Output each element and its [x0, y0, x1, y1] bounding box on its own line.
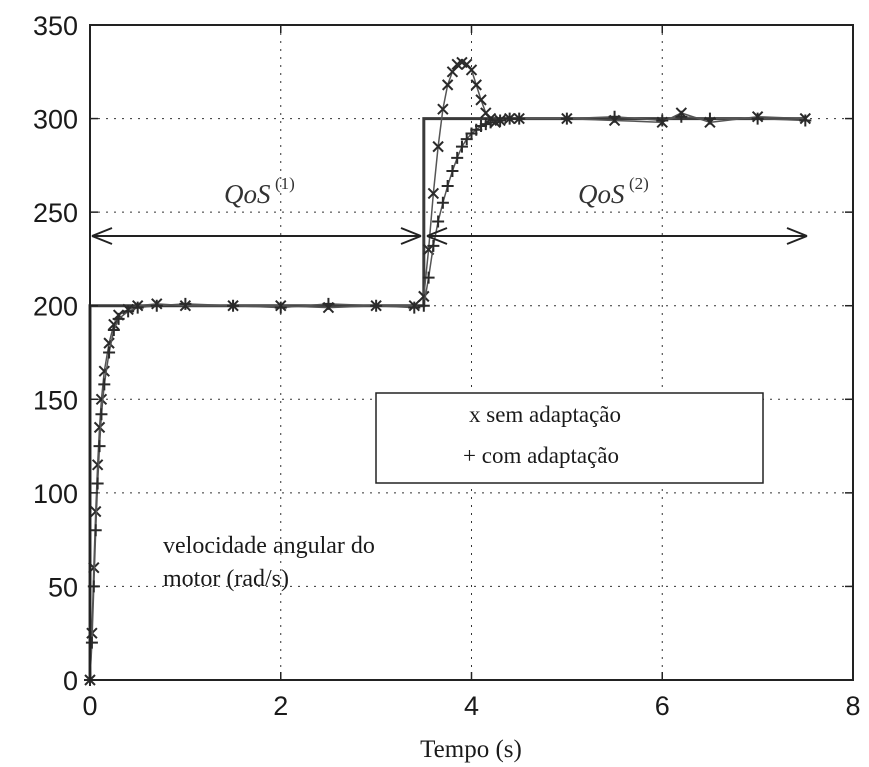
- series-1-point: [98, 365, 111, 377]
- legend-entry-1-symbol: x: [469, 402, 481, 427]
- series-2-point: [422, 271, 435, 284]
- series-2-point: [85, 636, 98, 649]
- series-2-point: [656, 114, 669, 127]
- series-2-point: [274, 301, 287, 314]
- x-tick-label: 2: [273, 691, 288, 721]
- qos-span-1-arrow-right: [400, 227, 422, 245]
- series-2-point: [107, 324, 120, 337]
- series-1-point: [475, 94, 487, 106]
- y-tick-label: 150: [33, 385, 78, 415]
- series-2-point: [112, 312, 125, 325]
- qos-span-2-arrow-right: [786, 227, 808, 245]
- series-2-point: [441, 179, 454, 192]
- series-2-point: [408, 301, 421, 314]
- series-2-point: [122, 305, 135, 318]
- y-tick-label: 50: [48, 572, 78, 602]
- legend-entry-1-label: sem adaptação: [486, 402, 621, 427]
- series-2-point: [89, 524, 102, 537]
- series-1-point: [95, 393, 108, 405]
- x-tick-label: 8: [845, 691, 860, 721]
- qos-span-2-arrow-left: [426, 227, 448, 245]
- y-tick-label: 250: [33, 198, 78, 228]
- series-1-point: [93, 421, 106, 434]
- qos1-superscript: (1): [275, 174, 295, 193]
- series-2-point: [513, 112, 526, 125]
- legend: x sem adaptação + com adaptação: [375, 392, 764, 484]
- series-2-point: [150, 299, 163, 312]
- y-tick-label: 100: [33, 479, 78, 509]
- qos1-label: QoS: [224, 179, 271, 209]
- series-2-point: [799, 114, 812, 127]
- series-1-point: [446, 66, 459, 78]
- series-2-point: [95, 408, 108, 421]
- series-2-point: [751, 112, 764, 125]
- series-2-point: [417, 299, 430, 312]
- qos-span-2: [426, 227, 808, 245]
- series-2-point: [451, 151, 464, 164]
- series-2-point: [98, 378, 111, 391]
- legend-entry-2: + com adaptação: [463, 443, 619, 468]
- series-1-point: [432, 140, 444, 153]
- grid-layer: [90, 25, 853, 680]
- series-2-point: [322, 297, 335, 310]
- tick-layer: 0 2 4 6 8 0 50 100 150 200 250 300 350: [33, 11, 861, 721]
- y-tick-label: 300: [33, 105, 78, 135]
- series-2-point: [103, 346, 116, 359]
- series-2-point: [427, 239, 440, 252]
- series-2-point: [370, 299, 383, 312]
- qos2-superscript: (2): [629, 174, 649, 193]
- y-tick-label: 350: [33, 11, 78, 41]
- series-2-point: [432, 215, 445, 228]
- series-2-point: [436, 196, 449, 209]
- x-tick-label: 6: [655, 691, 670, 721]
- series-1-point: [418, 290, 430, 303]
- series-2-point: [560, 112, 573, 125]
- series-2-point: [227, 299, 240, 312]
- qos-span-1: [91, 227, 422, 245]
- series-2-point: [179, 297, 192, 310]
- series-2: [84, 110, 812, 686]
- qos2-label: QoS: [578, 179, 625, 209]
- legend-entry-2-label: com adaptação: [482, 443, 619, 468]
- y-tick-label: 0: [63, 666, 78, 696]
- legend-box: [375, 392, 764, 484]
- legend-entry-2-symbol: +: [463, 443, 476, 468]
- series-1-point: [441, 79, 454, 91]
- x-tick-label: 0: [82, 691, 97, 721]
- series-2-point: [494, 114, 507, 127]
- series-2-point: [93, 440, 106, 453]
- legend-entry-1: x sem adaptação: [469, 402, 621, 427]
- series-2-point: [91, 477, 104, 490]
- qos-span-1-arrow-left: [91, 227, 113, 245]
- series-1-point: [427, 187, 440, 200]
- y-tick-label: 200: [33, 292, 78, 322]
- series-1-point: [90, 505, 102, 518]
- x-axis-label: Tempo (s): [420, 736, 522, 763]
- series-2-point: [484, 116, 497, 129]
- series-2-point: [675, 110, 688, 123]
- series-2-point: [703, 112, 716, 125]
- x-tick-label: 4: [464, 691, 479, 721]
- series-1-point: [470, 79, 482, 91]
- series-1-point: [465, 64, 478, 76]
- series-2-point: [608, 110, 621, 123]
- series-1-point: [437, 103, 449, 115]
- series-2-point: [446, 164, 459, 177]
- annotation-line-1: velocidade angular do: [163, 533, 375, 559]
- series-2-point: [131, 301, 144, 314]
- series-2-point: [455, 140, 468, 153]
- annotation-line-2: motor (rad/s): [163, 566, 289, 592]
- series-1-point: [91, 459, 104, 471]
